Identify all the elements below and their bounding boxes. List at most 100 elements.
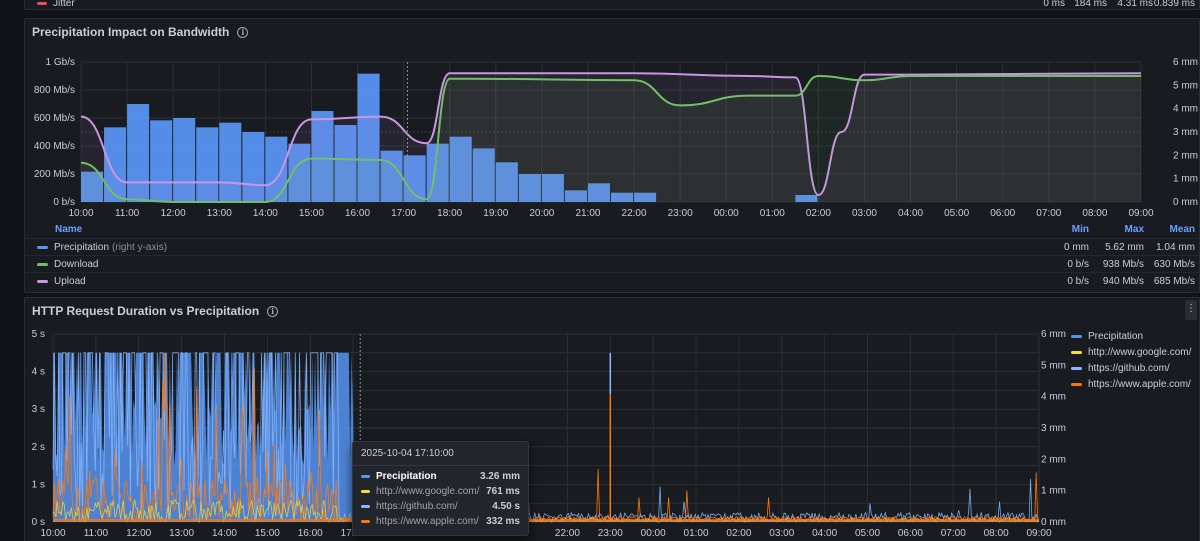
- tooltip-label: https://www.apple.com/: [376, 516, 479, 527]
- x-tick: 06:00: [990, 208, 1015, 219]
- x-tick: 22:00: [555, 528, 580, 539]
- x-tick: 06:00: [898, 528, 923, 539]
- legend-name: Precipitation: [54, 241, 110, 253]
- tooltip-row-google: http://www.google.com/761 ms: [353, 484, 528, 499]
- y-left-tick: 4 s: [32, 367, 45, 378]
- y-left-tick: 2 s: [32, 442, 45, 453]
- upload-area: [81, 73, 1141, 202]
- precipitation-bar: [380, 150, 403, 202]
- y-right-tick: 1 mm: [1173, 174, 1198, 185]
- x-tick: 20:00: [529, 208, 554, 219]
- legend-row-precipitation[interactable]: Precipitation (right y-axis) 0 mm 5.62 m…: [25, 238, 1199, 255]
- x-tick: 08:00: [1082, 208, 1107, 219]
- legend-label: https://github.com/: [1088, 362, 1170, 374]
- tooltip-value: 332 ms: [486, 516, 520, 527]
- y-left-tick: 5 s: [32, 329, 45, 340]
- kebab-menu-icon[interactable]: ⋮: [1185, 300, 1197, 320]
- http-duration-panel: HTTP Request Duration vs Precipitation i…: [24, 297, 1200, 541]
- panel-title: HTTP Request Duration vs Precipitation i: [32, 304, 279, 318]
- legend-name: Download: [54, 258, 99, 270]
- precipitation-bar: [795, 195, 818, 202]
- y-left-tick: 0 b/s: [53, 197, 75, 208]
- x-tick: 23:00: [598, 528, 623, 539]
- x-tick: 07:00: [1036, 208, 1061, 219]
- tooltip-value: 4.50 s: [492, 501, 520, 512]
- legend-min: 0 mm: [1064, 241, 1089, 253]
- x-tick: 01:00: [760, 208, 785, 219]
- x-tick: 16:00: [345, 208, 370, 219]
- x-tick: 05:00: [944, 208, 969, 219]
- y-right-tick: 3 mm: [1173, 127, 1198, 138]
- y-right-tick: 4 mm: [1173, 104, 1198, 115]
- legend-header-max[interactable]: Max: [1124, 224, 1144, 235]
- jitter-label: Jitter: [53, 0, 75, 9]
- legend-max: 940 Mb/s: [1102, 275, 1144, 287]
- x-tick: 15:00: [299, 208, 324, 219]
- http-duration-chart[interactable]: 5 s 4 s 3 s 2 s 1 s 0 s 6 mm 5 mm 4 mm 3 mm 2 mm 1 …: [25, 298, 1200, 541]
- x-tick: 05:00: [855, 528, 880, 539]
- x-tick: 00:00: [641, 528, 666, 539]
- x-tick: 02:00: [726, 528, 751, 539]
- x-tick: 19:00: [483, 208, 508, 219]
- legend-label: http://www.google.com/: [1088, 346, 1192, 358]
- info-icon[interactable]: i: [237, 26, 249, 38]
- legend-swatch: [1071, 350, 1082, 354]
- x-tick: 13:00: [169, 528, 194, 539]
- legend-label: Precipitation: [1088, 330, 1144, 342]
- x-tick: 04:00: [898, 208, 923, 219]
- y-right-tick: 5 mm: [1173, 80, 1198, 91]
- tooltip-value: 3.26 mm: [479, 471, 520, 482]
- jitter-max: 184 ms: [1074, 0, 1107, 9]
- precipitation-bar: [334, 125, 357, 202]
- y-right-tick: 0 mm: [1041, 517, 1066, 528]
- x-tick: 16:00: [298, 528, 323, 539]
- y-left-tick: 0 s: [32, 517, 45, 528]
- x-tick: 08:00: [984, 528, 1009, 539]
- jitter-mean: 4.31 ms: [1117, 0, 1153, 9]
- y-left-tick: 400 Mb/s: [34, 141, 75, 152]
- tooltip-swatch: [361, 475, 370, 478]
- legend-min: 0 b/s: [1067, 275, 1089, 287]
- legend-swatch: [1071, 382, 1082, 386]
- legend-row-upload[interactable]: Upload 0 b/s 940 Mb/s 685 Mb/s: [25, 272, 1199, 289]
- legend-item-apple[interactable]: https://www.apple.com/: [1071, 376, 1191, 392]
- jitter-last: 0.839 ms: [1153, 0, 1195, 9]
- x-tick: 10:00: [40, 528, 65, 539]
- tooltip-row-precipitation: Precipitation 3.26 mm: [353, 469, 528, 484]
- legend-row-download[interactable]: Download 0 b/s 938 Mb/s 630 Mb/s: [25, 255, 1199, 272]
- y-left-tick: 200 Mb/s: [34, 169, 75, 180]
- x-tick: 18:00: [437, 208, 462, 219]
- legend-header-mean[interactable]: Mean: [1169, 224, 1195, 235]
- legend-mean: 685 Mb/s: [1153, 275, 1195, 287]
- legend-item-precipitation[interactable]: Precipitation: [1071, 328, 1191, 344]
- x-tick: 23:00: [668, 208, 693, 219]
- legend-swatch-upload: [37, 279, 48, 283]
- stats-panel-top: Jitter 0 ms 184 ms 4.31 ms 0.839 ms: [24, 0, 1200, 10]
- x-tick: 15:00: [255, 528, 280, 539]
- x-tick: 04:00: [812, 528, 837, 539]
- y-left-tick: 800 Mb/s: [34, 85, 75, 96]
- precipitation-bar: [357, 73, 380, 202]
- x-tick: 02:00: [806, 208, 831, 219]
- x-tick: 09:00: [1128, 208, 1153, 219]
- bandwidth-chart[interactable]: 1 Gb/s 800 Mb/s 600 Mb/s 400 Mb/s 200 Mb/s 0 …: [25, 19, 1200, 224]
- tooltip-swatch: [361, 490, 370, 493]
- tooltip-time: 2025-10-04 17:10:00: [353, 442, 528, 466]
- legend-mean: 1.04 mm: [1156, 241, 1195, 253]
- x-tick: 14:00: [212, 528, 237, 539]
- info-icon[interactable]: i: [267, 305, 279, 317]
- legend-item-github[interactable]: https://github.com/: [1071, 360, 1191, 376]
- chart-tooltip: 2025-10-04 17:10:00 Precipitation 3.26 mm…: [352, 441, 529, 536]
- legend-item-google[interactable]: http://www.google.com/: [1071, 344, 1191, 360]
- y-right-tick: 4 mm: [1041, 392, 1066, 403]
- legend-swatch: [1071, 366, 1082, 370]
- tooltip-swatch: [361, 505, 370, 508]
- precipitation-bar: [81, 171, 104, 202]
- precipitation-bar: [265, 136, 288, 202]
- legend-header-min[interactable]: Min: [1071, 224, 1089, 235]
- tooltip-row-apple: https://www.apple.com/332 ms: [353, 514, 528, 529]
- apple-baseline: [53, 519, 1039, 522]
- x-tick: 12:00: [126, 528, 151, 539]
- upload-line: [80, 72, 1142, 197]
- tooltip-value: 761 ms: [486, 486, 520, 497]
